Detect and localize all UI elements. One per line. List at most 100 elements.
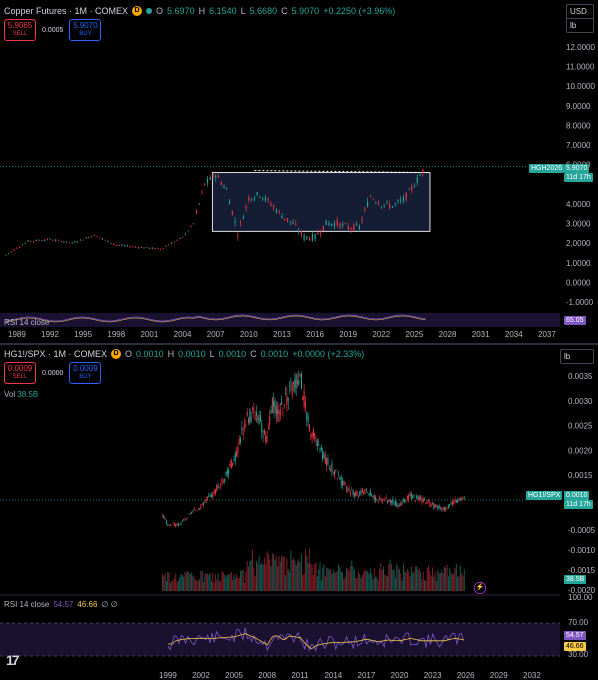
open-label: O bbox=[156, 6, 164, 16]
price-candle bbox=[380, 206, 382, 208]
volume-bar bbox=[438, 573, 440, 591]
ratio-candle bbox=[454, 499, 456, 503]
volume-bar bbox=[303, 573, 305, 591]
price-candle bbox=[264, 196, 267, 201]
volume-bar bbox=[175, 573, 177, 591]
volume-bar bbox=[236, 574, 238, 591]
ratio-candle bbox=[334, 470, 336, 476]
rsi-band bbox=[0, 623, 560, 656]
sell-button[interactable]: 5.9065 SELL bbox=[4, 19, 36, 41]
volume-bar bbox=[377, 580, 379, 591]
year-axis-label: 1998 bbox=[107, 330, 125, 339]
ratio-candle bbox=[381, 499, 383, 503]
ratio-candle bbox=[379, 497, 381, 500]
unit-selector[interactable]: lb bbox=[567, 18, 593, 32]
ratio-candle bbox=[246, 411, 248, 416]
ratio-candle bbox=[451, 501, 453, 505]
ratio-candle bbox=[361, 489, 363, 493]
ratio-candle bbox=[283, 404, 285, 406]
ratio-candle bbox=[367, 492, 369, 493]
tradingview-logo-icon[interactable]: 17 bbox=[6, 652, 20, 668]
price-candle bbox=[400, 199, 402, 201]
volume-bar bbox=[204, 573, 206, 591]
ratio-candle bbox=[311, 432, 313, 439]
price-candle bbox=[170, 242, 173, 244]
volume-bar bbox=[383, 566, 385, 591]
volume-bar bbox=[442, 572, 444, 591]
ratio-candle bbox=[265, 435, 267, 443]
lightning-icon[interactable]: ⚡ bbox=[474, 582, 486, 594]
last-symbol-tag: HGH2026 bbox=[529, 164, 565, 173]
ratio-candle bbox=[258, 417, 260, 425]
price-candle bbox=[85, 237, 87, 239]
ratio-candle bbox=[418, 496, 420, 501]
volume-bar bbox=[392, 569, 394, 591]
market-status-icon bbox=[146, 8, 153, 14]
top-chart-pane[interactable]: 12.0000 11.0000 10.0000 9.0000 8.0000 7.0000 6… bbox=[0, 0, 598, 343]
price-candle bbox=[13, 249, 15, 251]
volume-bar bbox=[404, 571, 406, 591]
year-axis-label: 2028 bbox=[439, 330, 457, 339]
ratio-candle bbox=[204, 501, 206, 502]
volume-bar bbox=[376, 576, 378, 591]
year-axis-label: 1995 bbox=[74, 330, 92, 339]
volume-bar bbox=[208, 575, 210, 591]
volume-bar bbox=[199, 579, 201, 591]
d-badge-icon[interactable]: D bbox=[111, 349, 122, 359]
volume-bar bbox=[412, 572, 414, 591]
volume-bar bbox=[331, 573, 333, 591]
ratio-candle bbox=[232, 463, 234, 466]
ratio-candle bbox=[279, 409, 281, 415]
price-candle bbox=[115, 245, 117, 246]
currency-selector[interactable]: USD bbox=[570, 7, 587, 16]
price-candle bbox=[35, 239, 37, 241]
price-candle bbox=[49, 238, 51, 240]
price-candle bbox=[419, 175, 421, 177]
symbol-title[interactable]: Copper Futures · 1M · COMEX bbox=[4, 6, 129, 16]
year-axis-label: 2001 bbox=[141, 330, 159, 339]
volume-bar bbox=[177, 580, 179, 591]
sell-button[interactable]: 0.0009 SELL bbox=[4, 362, 36, 384]
ratio-candle bbox=[257, 415, 259, 421]
volume-bar bbox=[216, 579, 218, 591]
top-chart-canvas[interactable]: 12.0000 11.0000 10.0000 9.0000 8.0000 7.0000 6… bbox=[0, 0, 598, 343]
ratio-countdown-tag: 11d 17h bbox=[564, 500, 593, 509]
price-candle bbox=[204, 183, 206, 186]
bottom-chart-pane[interactable]: 0.0035 0.0030 0.0025 0.0020 0.0015 -0.0005 -0.… bbox=[0, 345, 598, 680]
volume-bar bbox=[388, 564, 390, 591]
ratio-candle bbox=[179, 524, 181, 525]
price-axis-label: 0.0015 bbox=[568, 471, 593, 480]
currency-unit-selector[interactable]: USD lb bbox=[566, 4, 594, 33]
price-axis-label: 9.0000 bbox=[566, 102, 591, 111]
buy-button[interactable]: 0.0009 BUY bbox=[69, 362, 102, 384]
price-candle bbox=[27, 240, 29, 242]
ratio-candle bbox=[400, 503, 402, 506]
price-candle bbox=[121, 244, 123, 246]
ratio-candle bbox=[413, 495, 415, 496]
buy-button[interactable]: 5.9070 BUY bbox=[69, 19, 102, 41]
ratio-candle bbox=[161, 515, 163, 517]
volume-bar bbox=[213, 582, 215, 591]
volume-bar bbox=[387, 576, 389, 591]
price-candle bbox=[140, 247, 142, 248]
volume-bar bbox=[259, 564, 261, 591]
ratio-candle bbox=[348, 488, 350, 491]
ratio-candle bbox=[406, 495, 408, 499]
ratio-candle bbox=[335, 469, 337, 471]
bottom-unit-selector[interactable]: lb bbox=[560, 349, 594, 364]
volume-bar bbox=[359, 573, 361, 591]
price-candle bbox=[187, 230, 189, 232]
last-price-tag: 5.9070 bbox=[564, 164, 590, 173]
volume-bar bbox=[397, 566, 399, 591]
volume-bar bbox=[214, 574, 216, 591]
bottom-chart-canvas[interactable]: 0.0035 0.0030 0.0025 0.0020 0.0015 -0.0005 -0.… bbox=[0, 345, 598, 680]
volume-bar bbox=[449, 567, 451, 591]
pane-divider[interactable] bbox=[0, 343, 598, 345]
ratio-symbol-title[interactable]: HG1!/SPX · 1M · COMEX bbox=[4, 349, 108, 359]
d-badge-icon[interactable]: D bbox=[132, 6, 143, 16]
volume-bar bbox=[277, 566, 279, 591]
ratio-candle bbox=[177, 523, 179, 526]
ratio-candle bbox=[183, 519, 185, 521]
volume-bar bbox=[353, 569, 355, 591]
volume-bar bbox=[274, 559, 276, 591]
